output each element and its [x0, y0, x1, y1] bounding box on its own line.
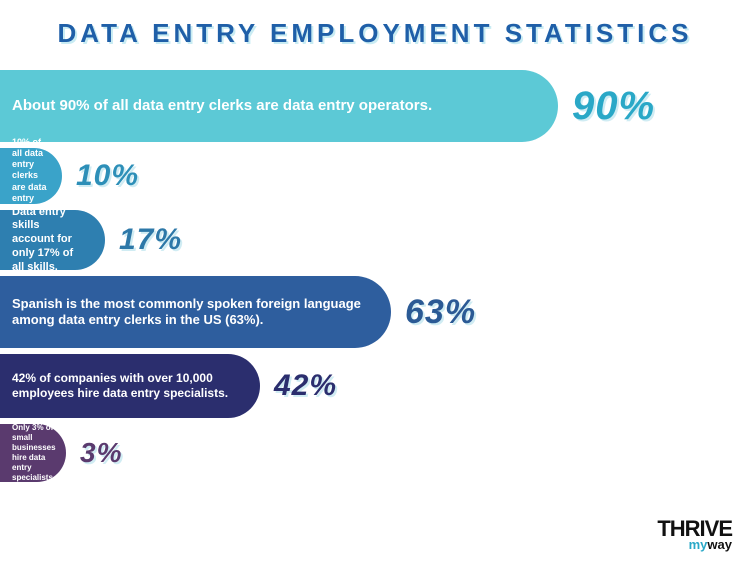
stat-bar: 10% of all data entry clerks are data en… [0, 148, 62, 204]
stat-bar: Spanish is the most commonly spoken fore… [0, 276, 391, 348]
stat-bar: Only 3% of small businesses hire data en… [0, 424, 66, 482]
stat-label: About 90% of all data entry clerks are d… [12, 97, 432, 116]
page-title: DATA ENTRY EMPLOYMENT STATISTICS [0, 0, 750, 67]
bar-row: Data entry skills account for only 17% o… [0, 210, 750, 270]
bar-row: About 90% of all data entry clerks are d… [0, 70, 750, 142]
stat-percent: 90% [572, 84, 655, 129]
bar-chart: About 90% of all data entry clerks are d… [0, 70, 750, 488]
stat-label: Spanish is the most commonly spoken fore… [12, 296, 367, 329]
bar-row: 42% of companies with over 10,000 employ… [0, 354, 750, 418]
stat-percent: 10% [76, 159, 139, 193]
brand-logo: THRIVE myway [657, 520, 732, 550]
stat-label: Data entry skills account for only 17% o… [12, 206, 81, 275]
bar-row: Only 3% of small businesses hire data en… [0, 424, 750, 482]
stat-label: Only 3% of small businesses hire data en… [12, 423, 56, 483]
stat-percent: 17% [119, 223, 182, 257]
stat-bar: About 90% of all data entry clerks are d… [0, 70, 558, 142]
stat-bar: Data entry skills account for only 17% o… [0, 210, 105, 270]
stat-label: 10% of all data entry clerks are data en… [12, 137, 51, 216]
bar-row: Spanish is the most commonly spoken fore… [0, 276, 750, 348]
stat-bar: 42% of companies with over 10,000 employ… [0, 354, 260, 418]
stat-label: 42% of companies with over 10,000 employ… [12, 371, 236, 401]
stat-percent: 42% [274, 369, 337, 403]
stat-percent: 3% [80, 437, 122, 469]
bar-row: 10% of all data entry clerks are data en… [0, 148, 750, 204]
stat-percent: 63% [405, 293, 476, 332]
